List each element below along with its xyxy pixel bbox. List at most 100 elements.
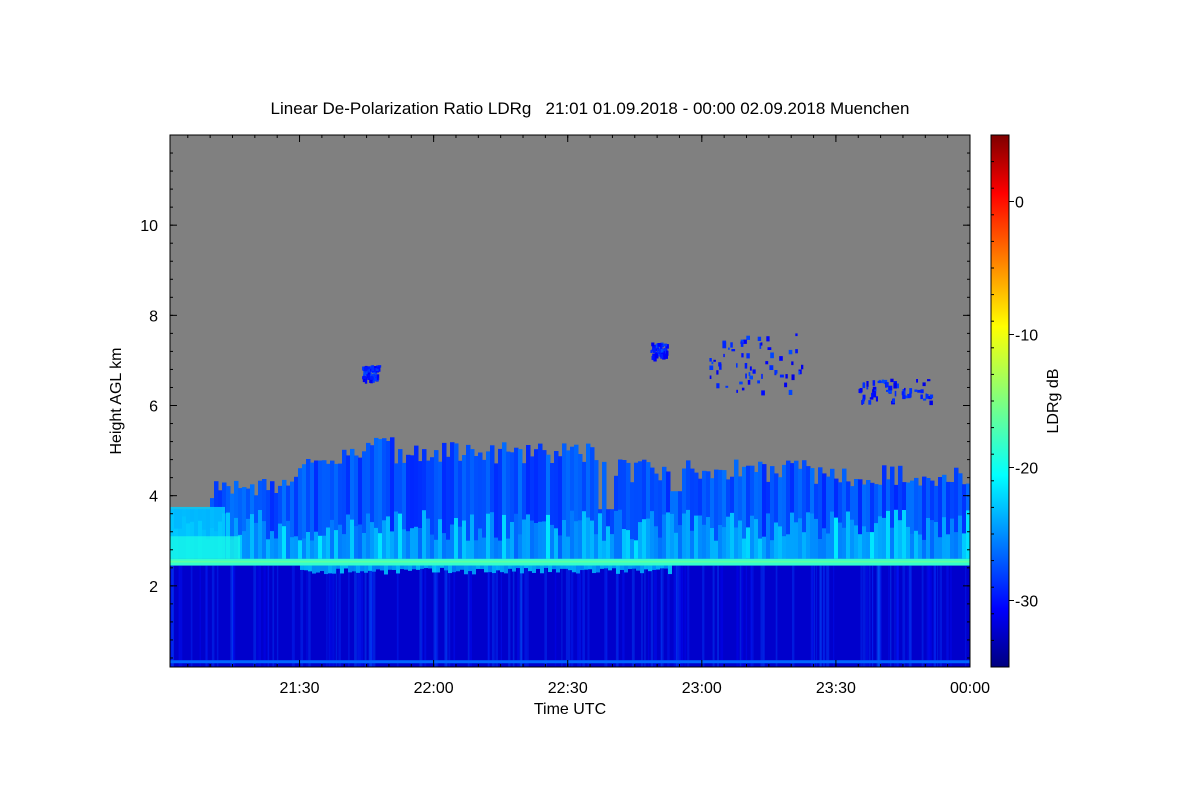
cirrus-pixel <box>902 389 906 395</box>
region-boundary-striation <box>877 565 881 667</box>
region-boundary-striation <box>421 565 423 667</box>
streak-column <box>546 454 551 559</box>
melting-band-core <box>170 560 970 563</box>
cirrus-pixel <box>893 381 897 384</box>
region-boundary-striation <box>358 565 361 667</box>
streak-fall <box>294 536 298 559</box>
streak-fall <box>882 517 886 559</box>
cirrus-pixel <box>658 348 662 353</box>
y-tick-label: 2 <box>149 579 158 596</box>
cirrus-pixel <box>745 373 747 379</box>
x-tick-label: 22:00 <box>414 680 454 697</box>
streak-column <box>890 466 895 559</box>
sub-band-streak <box>368 565 372 571</box>
sub-band-streak <box>384 565 388 575</box>
streak-column <box>530 456 535 559</box>
cirrus-pixel <box>862 394 866 400</box>
streak-column <box>490 445 495 559</box>
region-boundary-striation <box>673 565 677 667</box>
streak-column <box>570 446 575 559</box>
cirrus-pixel <box>652 345 656 351</box>
streak-fall <box>866 532 870 559</box>
streak-column <box>610 509 615 559</box>
sub-band-streak <box>556 565 560 573</box>
region-boundary-striation <box>524 565 528 667</box>
streak-fall <box>458 526 462 559</box>
streak-fall <box>670 513 674 559</box>
streak-column <box>918 485 923 559</box>
region-boundary-striation <box>587 565 590 667</box>
x-tick-label: 23:00 <box>682 680 722 697</box>
streak-column <box>334 463 339 559</box>
streak-fall <box>582 511 586 559</box>
cirrus-pixel <box>875 396 878 402</box>
sub-band-streak <box>660 565 664 569</box>
region-boundary-striation <box>205 565 207 667</box>
sub-band-streak <box>476 565 480 569</box>
region-boundary-striation <box>372 565 376 667</box>
streak-fall <box>422 510 426 559</box>
streak-fall <box>466 540 470 559</box>
streak-fall <box>514 513 518 559</box>
region-boundary-striation <box>356 565 360 667</box>
region-boundary-striation <box>810 565 814 667</box>
cirrus-pixel <box>858 388 861 393</box>
cirrus-pixel <box>651 342 655 347</box>
sub-band-streak <box>640 565 644 574</box>
streak-column <box>442 442 447 559</box>
sub-band-streak <box>364 565 368 573</box>
cirrus-pixel <box>373 374 377 377</box>
streak-column <box>822 473 827 559</box>
cirrus-pixel <box>718 362 722 367</box>
region-boundary-striation <box>906 565 908 667</box>
streak-column <box>630 482 635 559</box>
plot-frame <box>169 134 971 668</box>
cirrus-pixel <box>877 380 882 384</box>
sub-band-streak <box>396 565 400 574</box>
sub-band-streak <box>616 565 620 574</box>
sub-band-streak <box>532 565 536 573</box>
streak-fall <box>642 519 646 559</box>
cirrus-pixel <box>653 355 657 362</box>
streak-column <box>662 466 667 559</box>
cirrus-pixel <box>888 385 893 391</box>
streak-fall <box>618 509 622 559</box>
region-boundary-layer <box>170 565 970 667</box>
sub-band-streak <box>628 565 632 570</box>
streak-fall <box>846 511 850 559</box>
cirrus-pixel <box>892 398 895 404</box>
streak-fall <box>934 522 938 559</box>
cirrus-pixel <box>894 390 897 397</box>
sub-band-streak <box>528 565 532 572</box>
region-boundary-striation <box>760 565 764 667</box>
region-boundary-striation <box>622 565 625 667</box>
region-boundary-striation <box>897 565 899 667</box>
streak-column <box>590 447 595 559</box>
region-boundary-striation <box>615 565 619 667</box>
cirrus-pixel <box>749 375 753 380</box>
cirrus-pixel <box>886 382 889 388</box>
streak-column <box>302 464 307 559</box>
region-boundary-striation <box>577 565 579 667</box>
streak-fall <box>766 513 770 559</box>
cirrus-pixel <box>893 382 897 389</box>
streak-column <box>350 448 355 559</box>
streak-fall <box>546 514 550 559</box>
sub-band-streak <box>624 565 628 573</box>
streak-fall <box>710 528 714 559</box>
streak-fall <box>346 514 350 559</box>
cirrus-pixel <box>747 380 751 385</box>
region-boundary-striation <box>865 565 869 667</box>
cirrus-pixel <box>362 375 366 379</box>
streak-fall <box>702 524 706 559</box>
cirrus-pixel <box>376 374 379 381</box>
cirrus-pixel <box>929 400 933 406</box>
streak-fall <box>838 522 842 559</box>
streak-column <box>946 481 951 559</box>
sub-band-streak <box>424 565 428 569</box>
streak-fall <box>538 521 542 559</box>
colorbar-tick-label: -20 <box>1015 461 1038 478</box>
cirrus-pixel <box>375 375 377 380</box>
streak-fall <box>690 530 694 559</box>
region-boundary-striation <box>444 565 447 667</box>
